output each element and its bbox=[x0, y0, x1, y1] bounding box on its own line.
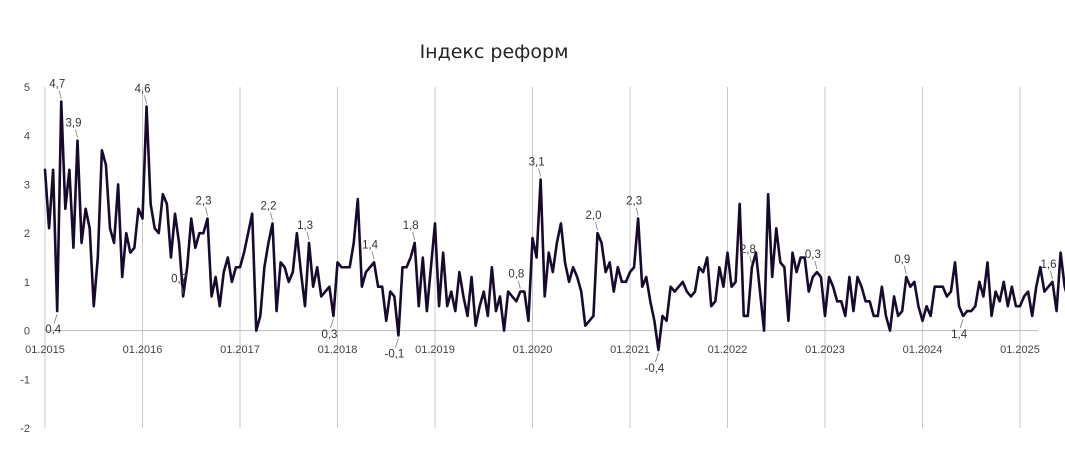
data-label-leader bbox=[306, 231, 310, 240]
data-label: 2,3 bbox=[196, 196, 212, 208]
data-label-leader bbox=[58, 90, 62, 99]
data-label-leader bbox=[205, 207, 208, 216]
data-label: 1,3 bbox=[297, 220, 313, 232]
x-tick-label: 01.2025 bbox=[1000, 344, 1040, 356]
data-label: 4,6 bbox=[135, 83, 151, 95]
data-label-leader bbox=[959, 318, 964, 329]
x-tick-label: 01.2017 bbox=[220, 344, 260, 356]
data-label-leader bbox=[517, 280, 521, 289]
data-label-leader bbox=[635, 207, 639, 216]
chart-title: Індекс реформ bbox=[420, 41, 569, 63]
data-label: -0,4 bbox=[645, 363, 665, 375]
data-label-leader bbox=[395, 338, 399, 348]
data-label-leader bbox=[270, 212, 273, 221]
data-label-leader bbox=[75, 129, 78, 138]
y-tick-label: 0 bbox=[24, 326, 30, 338]
x-tick-label: 01.2023 bbox=[805, 344, 845, 356]
data-label: 3,1 bbox=[529, 157, 545, 169]
data-label: 4,7 bbox=[49, 79, 65, 91]
data-label-leader bbox=[595, 222, 598, 231]
y-tick-label: 2 bbox=[24, 228, 30, 240]
data-label: 2,3 bbox=[626, 196, 642, 208]
data-label: 0,8 bbox=[508, 269, 524, 281]
data-label: 1,8 bbox=[403, 220, 419, 232]
x-tick-label: 01.2020 bbox=[513, 344, 553, 356]
y-tick-label: 5 bbox=[24, 82, 30, 94]
y-tick-label: 4 bbox=[24, 131, 30, 143]
data-label-leader bbox=[903, 265, 907, 275]
y-tick-label: 1 bbox=[24, 277, 30, 289]
x-tick-label: 01.2022 bbox=[708, 344, 748, 356]
data-label: 1,4 bbox=[362, 239, 379, 251]
x-tick-label: 01.2015 bbox=[25, 344, 65, 356]
x-tick-label: 01.2019 bbox=[415, 344, 455, 356]
y-tick-label: 3 bbox=[24, 179, 30, 191]
data-label-leader bbox=[814, 261, 818, 270]
data-label-leader bbox=[180, 285, 184, 294]
x-tick-label: 01.2016 bbox=[123, 344, 163, 356]
data-label: 2,0 bbox=[586, 210, 602, 222]
data-label: 0,9 bbox=[894, 254, 910, 266]
data-label: 0,3 bbox=[321, 329, 337, 341]
y-tick-label: -2 bbox=[20, 423, 30, 435]
data-label-leader bbox=[412, 231, 416, 240]
data-label-leader bbox=[144, 95, 147, 104]
data-label-leader bbox=[1050, 270, 1053, 279]
x-tick-label: 01.2021 bbox=[610, 344, 650, 356]
vertical-gridlines bbox=[44, 87, 1038, 428]
data-labels: 4,7 0,4 3,9 4,6 0,7 2,3 2,2 1,3 0,3 1,4 -0,1 1,8 0,8… bbox=[45, 79, 1065, 375]
y-tick-label: -1 bbox=[20, 374, 30, 386]
data-label: 0,3 bbox=[805, 249, 821, 261]
data-label: -0,1 bbox=[385, 348, 405, 360]
x-tick-label: 01.2018 bbox=[318, 344, 358, 356]
y-axis: -2 -1 0 1 2 3 4 5 bbox=[20, 82, 30, 435]
data-label-leader bbox=[371, 251, 375, 260]
data-label: 2,8 bbox=[740, 244, 756, 256]
data-label: 0,7 bbox=[171, 273, 187, 285]
data-label-leader bbox=[53, 313, 58, 324]
series-line-layer bbox=[43, 100, 1065, 352]
data-label: 2,2 bbox=[261, 200, 277, 212]
data-label: 1,4 bbox=[951, 329, 968, 341]
data-label: 1,6 bbox=[1041, 259, 1057, 271]
data-label-leader bbox=[749, 256, 753, 265]
data-label-leader bbox=[655, 352, 659, 363]
data-label: 0,4 bbox=[45, 324, 62, 336]
data-label-leader bbox=[538, 168, 542, 177]
x-tick-label: 01.2024 bbox=[903, 344, 943, 356]
x-axis: 01.2015 01.2016 01.2017 01.2018 01.2019 01.20… bbox=[25, 344, 1040, 356]
data-label-leader bbox=[330, 318, 334, 329]
data-label: 3,9 bbox=[66, 118, 82, 130]
series-line bbox=[43, 100, 1065, 352]
